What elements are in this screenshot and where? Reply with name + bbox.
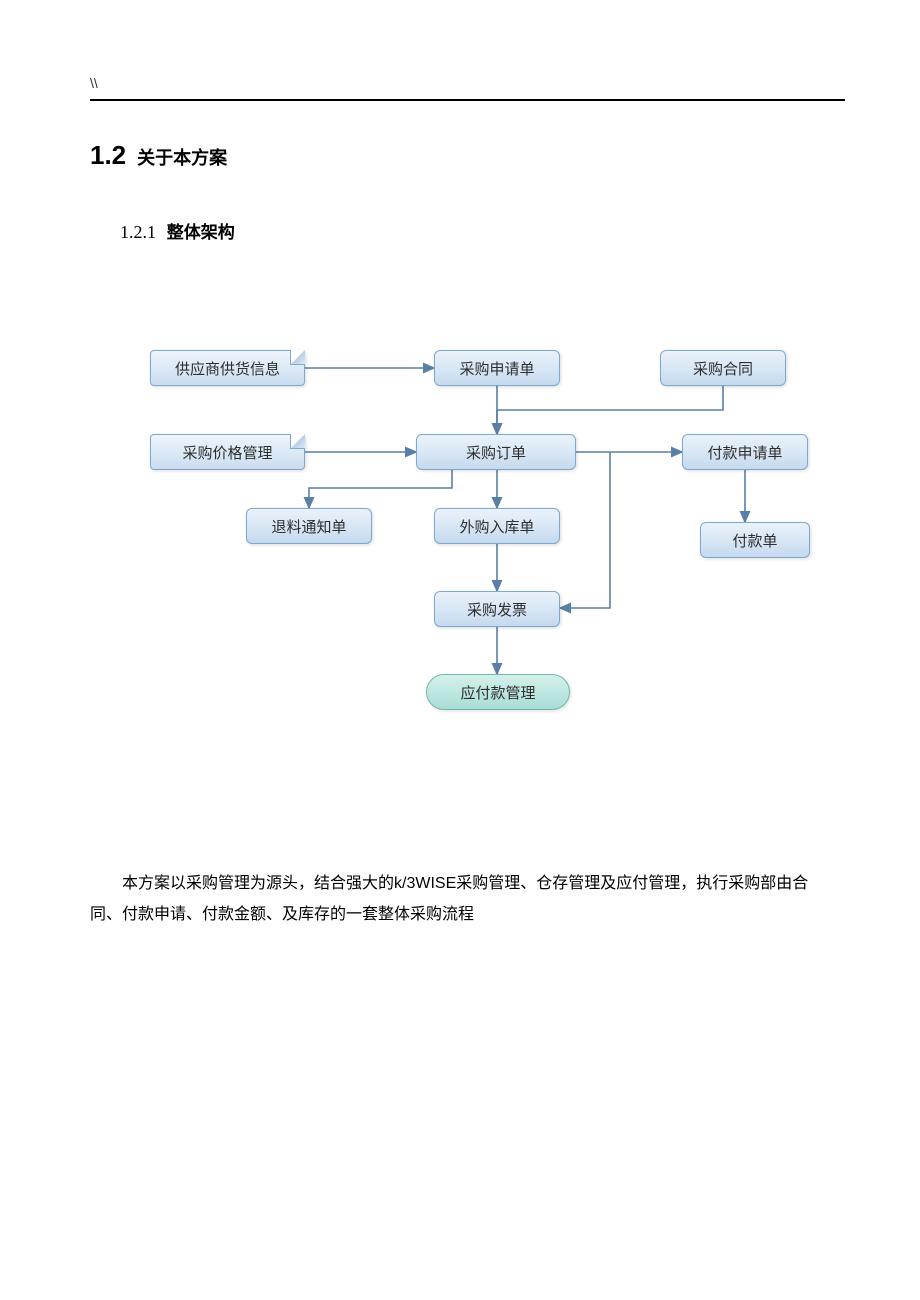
flowchart-container: 供应商供货信息 采购申请单 采购合同采购价格管理 采购订单 付款申请单退料通知单 外购入库… [0, 330, 920, 780]
flow-edge [560, 452, 610, 608]
flow-node-ap: 应付款管理 [426, 674, 570, 710]
flow-node-invoice: 采购发票 [434, 591, 560, 627]
section-title: 关于本方案 [137, 148, 227, 168]
flow-node-request: 采购申请单 [434, 350, 560, 386]
page-header: \\ [90, 75, 845, 101]
flow-node-pay: 付款单 [700, 522, 810, 558]
flow-node-inbound: 外购入库单 [434, 508, 560, 544]
flow-node-price: 采购价格管理 [150, 434, 305, 470]
section-heading: 1.2 关于本方案 [90, 140, 227, 171]
flow-node-supplier: 供应商供货信息 [150, 350, 305, 386]
subsection-heading: 1.2.1 整体架构 [120, 218, 235, 243]
flow-edge [497, 386, 723, 434]
body-paragraph: 本方案以采购管理为源头，结合强大的k/3WISE采购管理、仓存管理及应付管理，执… [90, 868, 838, 930]
flow-node-contract: 采购合同 [660, 350, 786, 386]
section-number: 1.2 [90, 140, 126, 170]
flow-node-payreq: 付款申请单 [682, 434, 808, 470]
subsection-number: 1.2.1 [120, 222, 156, 242]
header-mark: \\ [90, 75, 98, 91]
flow-edge [309, 470, 452, 508]
flow-node-return: 退料通知单 [246, 508, 372, 544]
flow-node-order: 采购订单 [416, 434, 576, 470]
subsection-title: 整体架构 [167, 223, 235, 242]
